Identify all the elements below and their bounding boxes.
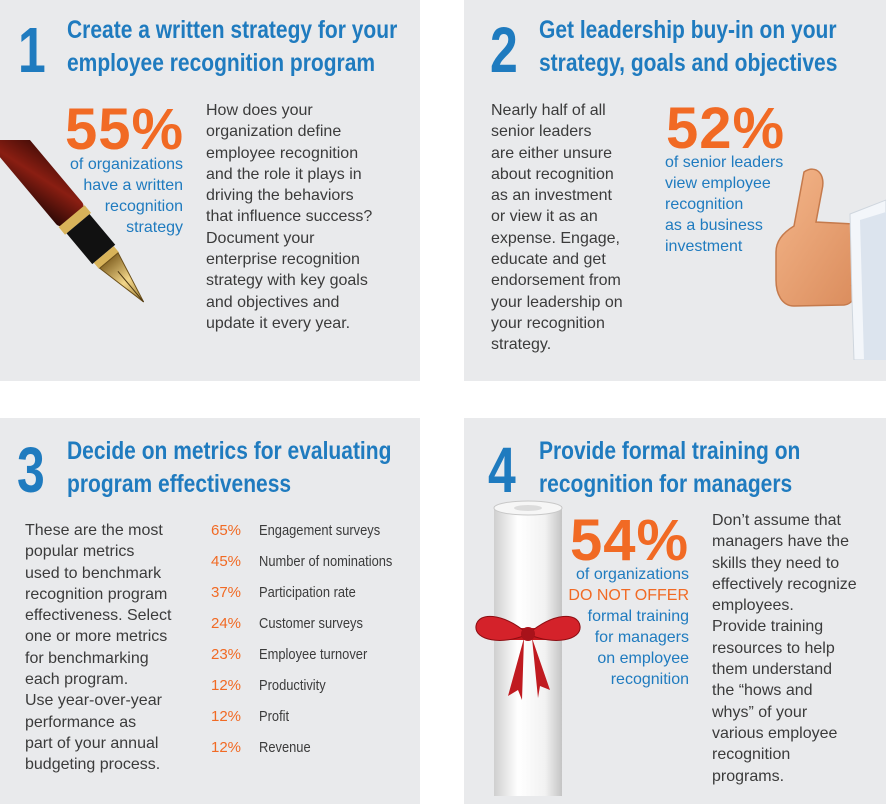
step-body-text: Nearly half of all senior leaders are ei… [491, 102, 623, 354]
metric-row: 23% Employee turnover [211, 646, 411, 677]
step-title-line2: recognition for managers [539, 470, 793, 498]
metric-row: 65% Engagement surveys [211, 522, 411, 553]
metric-label: Profit [259, 708, 290, 725]
step-body-text: These are the most popular metrics used … [25, 522, 172, 774]
metric-percent: 24% [211, 615, 242, 632]
stat-emphasis: DO NOT OFFER [568, 587, 689, 604]
stat-value: 55% [65, 97, 185, 162]
metric-label: Participation rate [259, 584, 356, 601]
step-body-text: How does your organization define employ… [206, 102, 373, 332]
step-number: 3 [17, 434, 45, 506]
stat-value: 52% [666, 96, 786, 161]
metric-row: 37% Participation rate [211, 584, 411, 615]
metric-percent: 12% [211, 739, 242, 756]
metric-percent: 12% [211, 708, 242, 725]
step-4-panel: 4 Provide formal training on recognition… [464, 418, 886, 804]
step-1-panel: 1 Create a written strategy for your emp… [0, 0, 420, 381]
metric-row: 24% Customer surveys [211, 615, 411, 646]
step-body-text: Don’t assume that managers have the skil… [712, 512, 857, 785]
stat-description: of organizations have a written recognit… [70, 156, 183, 236]
step-3-panel: 3 Decide on metrics for evaluating progr… [0, 418, 420, 804]
metric-label: Revenue [259, 739, 311, 756]
metric-row: 12% Revenue [211, 739, 411, 770]
step-title-line1: Create a written strategy for your [67, 16, 398, 44]
metric-percent: 65% [211, 522, 242, 539]
step-title-line1: Decide on metrics for evaluating [67, 437, 392, 465]
step-title-line2: employee recognition program [67, 49, 376, 77]
metric-percent: 45% [211, 553, 242, 570]
step-number: 2 [490, 14, 518, 86]
stat-description: of senior leaders view employee recognit… [665, 154, 784, 255]
fountain-pen-icon [0, 140, 145, 303]
step-title-line2: strategy, goals and objectives [539, 49, 838, 77]
metric-percent: 37% [211, 584, 242, 601]
metric-label: Customer surveys [259, 615, 363, 632]
metric-label: Productivity [259, 677, 326, 694]
metric-row: 12% Productivity [211, 677, 411, 708]
metric-row: 12% Profit [211, 708, 411, 739]
stat-description: of organizations DO NOT OFFER formal tra… [568, 564, 689, 690]
stat-line: of organizations [576, 566, 689, 583]
metric-percent: 23% [211, 646, 242, 663]
metric-label: Employee turnover [259, 646, 368, 663]
metric-label: Number of nominations [259, 553, 393, 570]
step-title-line2: program effectiveness [67, 470, 292, 498]
step-number: 4 [488, 434, 516, 506]
diploma-scroll-icon [475, 500, 581, 796]
thumbs-up-icon [775, 168, 886, 360]
step-title-line1: Get leadership buy-in on your [539, 16, 837, 44]
step-number: 1 [18, 14, 46, 86]
step-title-line1: Provide formal training on [539, 437, 801, 465]
stat-value: 54% [570, 508, 690, 573]
metric-row: 45% Number of nominations [211, 553, 411, 584]
metric-percent: 12% [211, 677, 242, 694]
step-2-panel: 2 Get leadership buy-in on your strategy… [464, 0, 886, 381]
metric-label: Engagement surveys [259, 522, 381, 539]
stat-line: formal training for managers on employee… [587, 608, 689, 688]
